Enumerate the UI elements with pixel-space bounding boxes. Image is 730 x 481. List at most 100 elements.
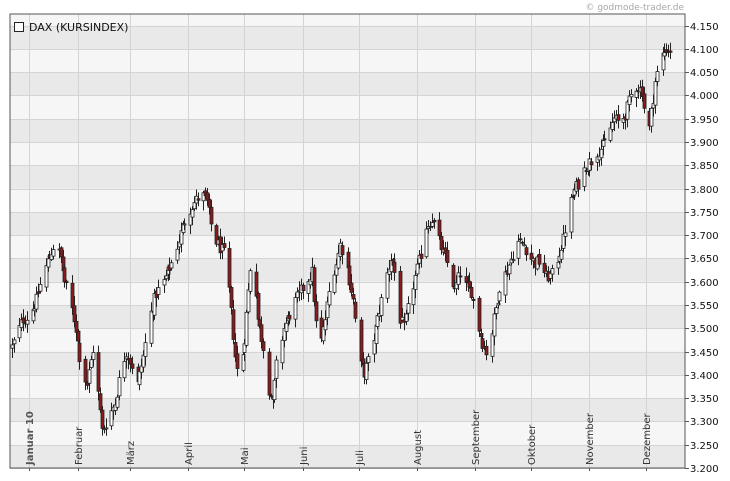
plot-band [10, 351, 685, 375]
candle-body-down [445, 249, 450, 264]
x-tick-label: März [126, 441, 137, 465]
candle-body-down [458, 275, 463, 278]
candle-body-down [267, 351, 272, 396]
y-tick-label: 3.300 [690, 417, 719, 428]
candle [477, 295, 482, 338]
candle-body-down [100, 409, 105, 429]
candle-body-up [248, 270, 253, 292]
candle-body-up [12, 339, 17, 345]
candle [248, 268, 253, 295]
candle-body-up [503, 271, 508, 296]
candle-body-up [51, 249, 56, 257]
plot-band [10, 421, 685, 445]
x-tick-label: Dezember [642, 413, 653, 465]
x-tick-label: Februar [74, 426, 85, 465]
candle-body-down [439, 236, 444, 251]
candle [244, 309, 249, 348]
candle-body-up [336, 252, 341, 269]
candle-body-down [602, 138, 607, 141]
candle [280, 335, 285, 370]
x-tick-label: Januar 10 [25, 411, 36, 466]
candle-body-down [64, 280, 69, 284]
candle-body-up [34, 293, 39, 310]
candle-body-up [327, 291, 332, 306]
candle-body-up [38, 283, 43, 292]
candle-body-up [143, 342, 148, 357]
candle [537, 248, 542, 268]
candle [51, 244, 56, 260]
candle-body-up [364, 362, 369, 380]
candle [235, 345, 240, 377]
candle-body-up [149, 310, 154, 344]
plot-background-bands [10, 14, 685, 468]
candle-body-up [46, 258, 51, 268]
x-tick-label: Juli [355, 450, 366, 466]
candle [602, 130, 607, 141]
candle [115, 394, 120, 410]
candle [340, 241, 345, 265]
candle [274, 355, 279, 388]
candle [179, 222, 184, 253]
candle-body-up [608, 127, 613, 141]
candle [98, 387, 103, 413]
candle-body-up [634, 90, 639, 98]
candle [100, 406, 105, 436]
y-tick-label: 3.900 [690, 138, 719, 149]
candle [392, 253, 397, 281]
candle [122, 352, 127, 382]
candle [494, 305, 499, 320]
candle-body-up [293, 297, 298, 320]
candle-body-up [563, 232, 568, 237]
candle-body-up [122, 361, 127, 379]
legend-label: DAX (KURSINDEX) [29, 21, 128, 34]
candle-body-up [550, 268, 555, 275]
candle-body-down [222, 243, 227, 248]
candle [469, 281, 474, 300]
candle-body-down [70, 282, 75, 309]
candle [406, 296, 411, 321]
candle-body-up [415, 263, 420, 275]
y-tick-label: 4.100 [690, 45, 719, 56]
candle [518, 233, 523, 242]
candle [62, 264, 67, 288]
candle [246, 282, 251, 314]
candle [130, 356, 135, 375]
candle [458, 266, 463, 284]
x-tick-label: November [585, 412, 596, 465]
x-tick-label: Oktober [527, 424, 538, 465]
candle-body-up [456, 272, 461, 286]
candle-body-up [411, 288, 416, 306]
candle [424, 221, 429, 259]
candle-body-up [141, 354, 146, 368]
candle-body-down [518, 238, 523, 241]
candle-body-up [490, 333, 495, 357]
candle [497, 290, 502, 305]
y-tick-label: 4.000 [690, 91, 719, 102]
x-axis: Januar 10 Februar März April Mai Juni Juli Augu… [25, 409, 653, 471]
candle-body-up [649, 107, 654, 127]
candle [364, 357, 369, 385]
y-tick-label: 4.050 [690, 68, 719, 79]
plot-band [10, 95, 685, 119]
x-tick-label: August [413, 430, 424, 465]
y-tick-label: 3.600 [690, 278, 719, 289]
candle-body-down [642, 93, 647, 109]
candle [254, 263, 259, 299]
candle-body-up [44, 265, 49, 288]
candle [231, 300, 236, 345]
candle [550, 264, 555, 282]
candle-body-up [655, 71, 660, 82]
candle-body-up [366, 356, 371, 364]
candle-body-up [115, 396, 120, 408]
x-tick-label: September [471, 409, 482, 465]
y-tick-label: 3.500 [690, 324, 719, 335]
candle [511, 251, 516, 264]
candle-body-up [494, 307, 499, 314]
candle [182, 218, 187, 231]
candle [668, 42, 673, 59]
candle-body-down [349, 282, 354, 293]
candle [12, 337, 17, 353]
candle-body-down [287, 314, 292, 320]
y-tick-label: 3.700 [690, 231, 719, 242]
y-tick-label: 4.150 [690, 22, 719, 33]
